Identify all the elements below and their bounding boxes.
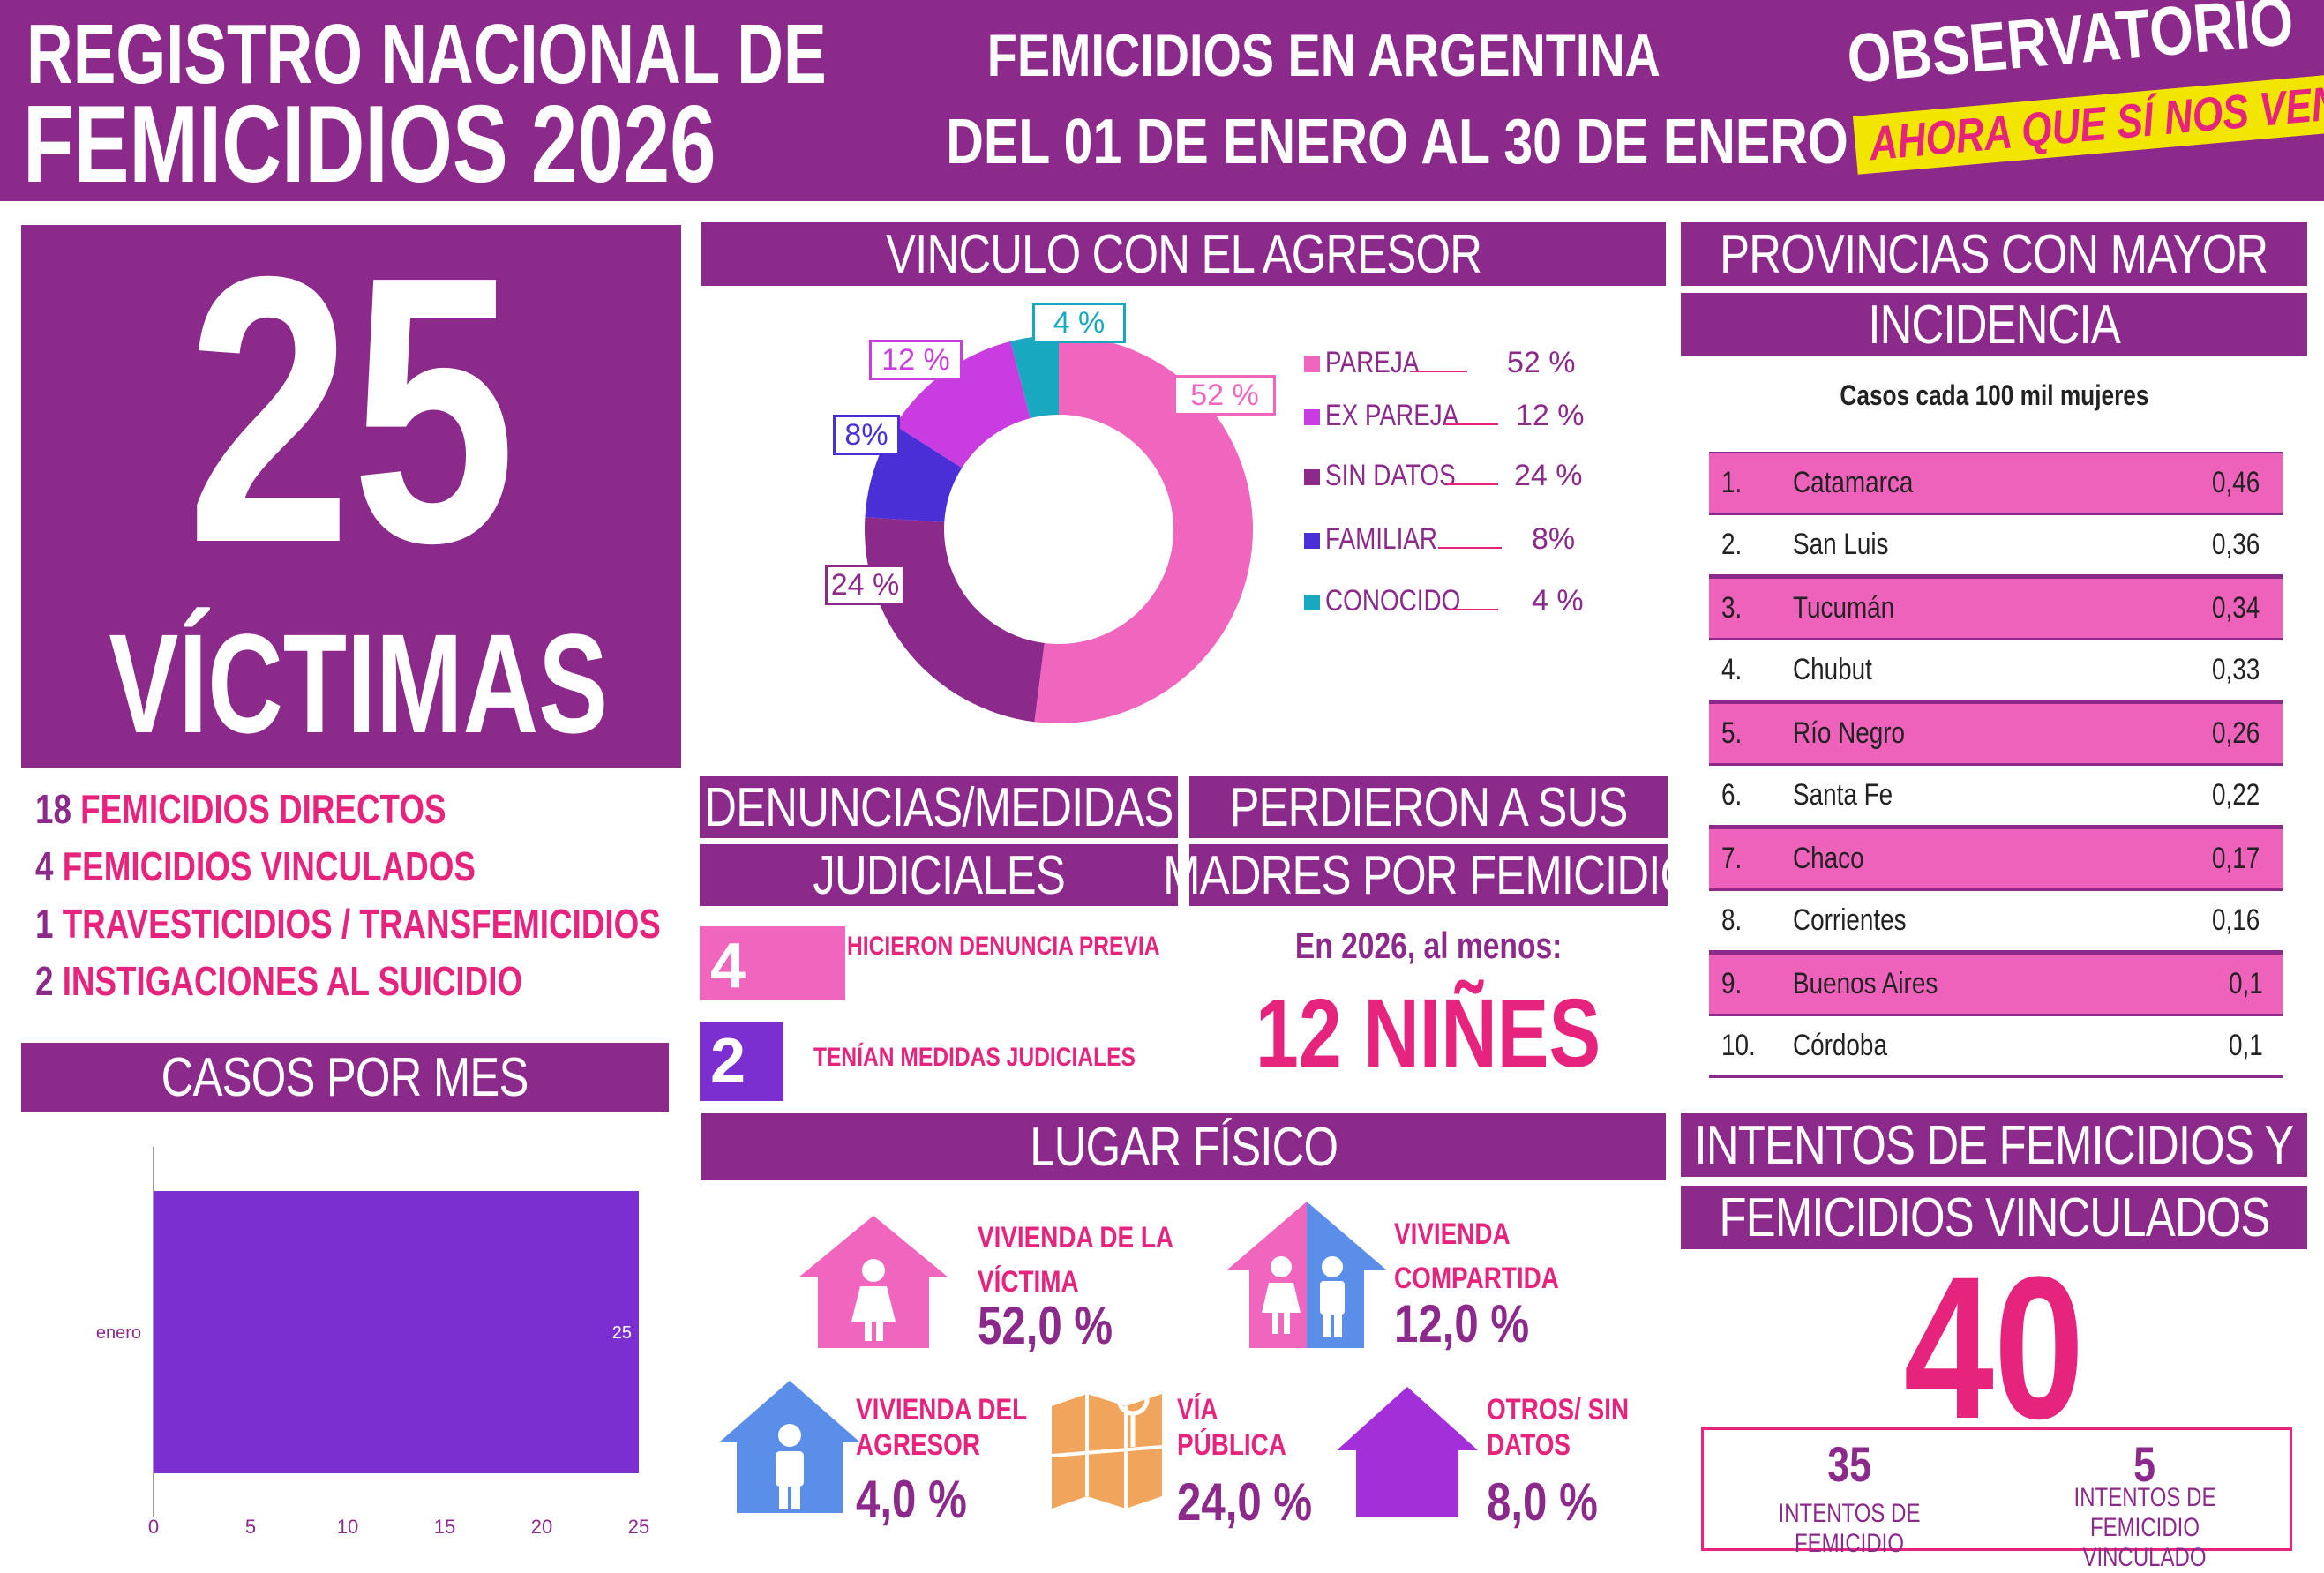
house-man-icon [719, 1381, 860, 1513]
table-row: 1. Catamarca 0,46 [1709, 452, 2283, 515]
legend-swatch [1304, 595, 1320, 611]
donut-label-ex-pareja: 12 % [869, 340, 963, 380]
legend-item-familiar: FAMILIAR 8% [1304, 522, 1586, 558]
house-woman-icon [798, 1216, 948, 1348]
donut-label-pareja: 52 % [1173, 375, 1276, 416]
table-row: 8. Corrientes 0,16 [1709, 891, 2283, 953]
place-via-publica-pct: 24,0 % [1177, 1472, 1313, 1532]
header-title-line1: REGISTRO NACIONAL DE [26, 7, 827, 101]
lugar-title: LUGAR FÍSICO [701, 1113, 1666, 1180]
monthly-category-label: enero [96, 1323, 141, 1343]
madres-title-line2: MADRES POR FEMICIDIO [1162, 844, 1695, 906]
header-subtitle-line2: DEL 01 DE ENERO AL 30 DE ENERO [946, 107, 1848, 177]
intentos-title-line1: INTENTOS DE FEMICIDIOS Y [1681, 1113, 2307, 1177]
house-couple-icon [1226, 1202, 1387, 1348]
place-otros-pct: 8,0 % [1487, 1472, 1598, 1532]
monthly-x-tick: 0 [148, 1516, 159, 1538]
intentos-vinculado-label: INTENTOS DE FEMICIDIO VINCULADO [2073, 1483, 2216, 1572]
monthly-title: CASOS POR MES [21, 1043, 669, 1112]
legend-item-pareja: PAREJA 52 % [1304, 346, 1586, 381]
legend-swatch [1304, 533, 1320, 550]
monthly-x-tick: 20 [531, 1516, 552, 1538]
monthly-x-tick: 25 [628, 1516, 649, 1538]
map-icon [1052, 1394, 1162, 1509]
medidas-judiciales-bar: 2 [700, 1022, 783, 1101]
place-via-publica-label: VÍA PÚBLICA [1177, 1393, 1286, 1462]
denuncia-previa-label: HICIERON DENUNCIA PREVIA [847, 932, 1160, 961]
monthly-x-tick: 10 [337, 1516, 358, 1538]
monthly-bar-chart: enero 25 0 5 10 15 20 25 [96, 1147, 649, 1538]
table-row: 3. Tucumán 0,34 [1709, 577, 2283, 640]
medidas-judiciales-label: TENÍAN MEDIDAS JUDICIALES [813, 1043, 1136, 1072]
place-victima-pct: 52,0 % [978, 1296, 1113, 1355]
place-compartida-label: VIVIENDA COMPARTIDA [1394, 1217, 1559, 1295]
provincias-title-line1: PROVINCIAS CON MAYOR [1681, 222, 2307, 286]
monthly-bar-value: 25 [612, 1323, 632, 1343]
place-agresor-label: VIVIENDA DEL AGRESOR [856, 1393, 1028, 1462]
header-title-line2: FEMICIDIOS 2026 [23, 84, 716, 206]
place-otros-label: OTROS/ SIN DATOS [1487, 1393, 1630, 1462]
provincias-table: 1. Catamarca 0,46 2. San Luis 0,36 3. Tucumán… [1709, 452, 2283, 1078]
intentos-breakdown-box: 35 INTENTOS DE FEMICIDIO 5 INTENTOS DE F… [1701, 1427, 2292, 1572]
table-row: 2. San Luis 0,36 [1709, 515, 2283, 577]
victim-type-row: 18 FEMICIDIOS DIRECTOS [35, 786, 446, 832]
table-row: 5. Río Negro 0,26 [1709, 702, 2283, 766]
madres-subtitle: En 2026, al menos: [1294, 925, 1563, 966]
donut-label-familiar: 8% [833, 415, 900, 455]
victims-count: 25 [186, 198, 516, 622]
donut-slice-pareja [1034, 335, 1254, 723]
madres-value: 12 NIÑES [1256, 979, 1601, 1088]
victim-type-row: 1 TRAVESTICIDIOS / TRANSFEMICIDIOS [35, 901, 661, 947]
intentos-total: 40 [1903, 1234, 2085, 1461]
donut-slice-ex-pareja [895, 341, 1031, 468]
table-row: 9. Buenos Aires 0,1 [1709, 953, 2283, 1016]
legend-item-sin-datos: SIN DATOS 24 % [1304, 459, 1586, 494]
legend-item-conocido: CONOCIDO 4 % [1304, 584, 1586, 619]
victim-type-row: 2 INSTIGACIONES AL SUICIDIO [35, 958, 523, 1004]
place-agresor-pct: 4,0 % [856, 1470, 967, 1529]
denuncias-title-line1: DENUNCIAS/MEDIDAS [700, 776, 1178, 838]
monthly-x-tick: 15 [434, 1516, 455, 1538]
table-row: 4. Chubut 0,33 [1709, 640, 2283, 702]
house-icon [1337, 1387, 1478, 1517]
provincias-subtitle: Casos cada 100 mil mujeres [1839, 379, 2149, 411]
denuncias-title-line2: JUDICIALES [700, 844, 1178, 906]
donut-label-conocido: 4 % [1032, 303, 1126, 343]
donut-label-sin-datos: 24 % [825, 565, 905, 605]
madres-title-line1: PERDIERON A SUS [1189, 776, 1668, 838]
vinculo-title: VINCULO CON EL AGRESOR [701, 222, 1666, 286]
table-row: 6. Santa Fe 0,22 [1709, 766, 2283, 828]
header-banner [0, 0, 2324, 201]
intentos-femicidio-label: INTENTOS DE FEMICIDIO [1778, 1499, 1921, 1558]
monthly-bar-enero [154, 1191, 639, 1473]
header-subtitle-line1: FEMICIDIOS EN ARGENTINA [986, 22, 1661, 89]
victims-label: VÍCTIMAS [109, 604, 609, 762]
donut-slice-sin-datos [865, 517, 1045, 723]
legend-swatch [1304, 469, 1320, 486]
victim-type-row: 4 FEMICIDIOS VINCULADOS [35, 843, 476, 889]
provincias-title-line2: INCIDENCIA [1681, 293, 2307, 356]
monthly-x-ticks: 0 5 10 15 20 25 [148, 1516, 649, 1538]
legend-item-ex-pareja: EX PAREJA 12 % [1304, 399, 1586, 434]
victims-box: 25 VÍCTIMAS [21, 207, 681, 768]
table-row: 10. Córdoba 0,1 [1709, 1016, 2283, 1078]
legend-swatch [1304, 409, 1320, 426]
intentos-femicidio-count: 35 [1827, 1436, 1871, 1492]
observatorio-logo: OBSERVATORIO DE LAS VIOLENCIAS DE GÉNERO… [1844, 0, 2324, 187]
intentos-vinculado-count: 5 [2133, 1436, 2156, 1492]
donut-slice-conocido [1010, 335, 1059, 419]
place-compartida-pct: 12,0 % [1394, 1294, 1530, 1353]
legend-swatch [1304, 356, 1320, 373]
place-victima-label: VIVIENDA DE LA VÍCTIMA [978, 1221, 1174, 1299]
intentos-title-line2: FEMICIDIOS VINCULADOS [1681, 1186, 2307, 1249]
table-row: 7. Chaco 0,17 [1709, 828, 2283, 891]
denuncia-previa-bar: 4 [700, 926, 845, 1001]
monthly-x-tick: 5 [245, 1516, 256, 1538]
